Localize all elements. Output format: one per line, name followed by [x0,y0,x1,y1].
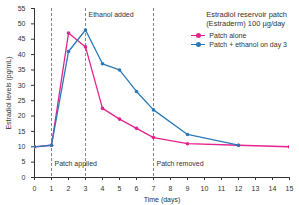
html-text:Patch + ethanol on day 3: Patch + ethanol on day 3 [209,41,287,48]
html-text:Patch alone: Patch alone [209,32,247,39]
svg-text:Patch applied: Patch applied [55,160,98,168]
svg-text:8: 8 [169,185,173,192]
svg-text:Ethanol added: Ethanol added [89,11,134,18]
svg-text:7: 7 [152,185,156,192]
svg-text:2: 2 [67,185,71,192]
svg-text:Time (days): Time (days) [144,196,181,204]
svg-text:4: 4 [101,185,105,192]
svg-text:25: 25 [18,97,26,104]
svg-text:14: 14 [269,185,277,192]
svg-text:55: 55 [18,5,26,12]
svg-text:6: 6 [135,185,139,192]
svg-text:Estradiol levels (pg/mL): Estradiol levels (pg/mL) [5,56,13,129]
svg-text:1: 1 [50,185,54,192]
svg-text:50: 50 [18,20,26,27]
svg-text:30: 30 [18,82,26,89]
svg-text:11: 11 [218,185,225,192]
svg-text:35: 35 [18,66,26,73]
svg-text:5: 5 [22,158,26,165]
svg-text:15: 15 [18,128,26,135]
svg-text:12: 12 [235,185,243,192]
svg-text:9: 9 [186,185,190,192]
svg-text:20: 20 [18,112,26,119]
svg-text:0: 0 [22,174,26,181]
svg-text:Patch removed: Patch removed [157,160,204,167]
svg-text:3: 3 [84,185,88,192]
svg-text:40: 40 [18,51,26,58]
svg-text:15: 15 [286,185,294,192]
svg-text:0: 0 [33,185,37,192]
svg-text:5: 5 [118,185,122,192]
svg-text:10: 10 [18,143,26,150]
html-text:Estradiol reservoir patch (Est: Estradiol reservoir patch (Estraderm) 10… [206,10,287,29]
svg-text:10: 10 [201,185,209,192]
svg-text:45: 45 [18,35,26,42]
svg-text:13: 13 [252,185,260,192]
